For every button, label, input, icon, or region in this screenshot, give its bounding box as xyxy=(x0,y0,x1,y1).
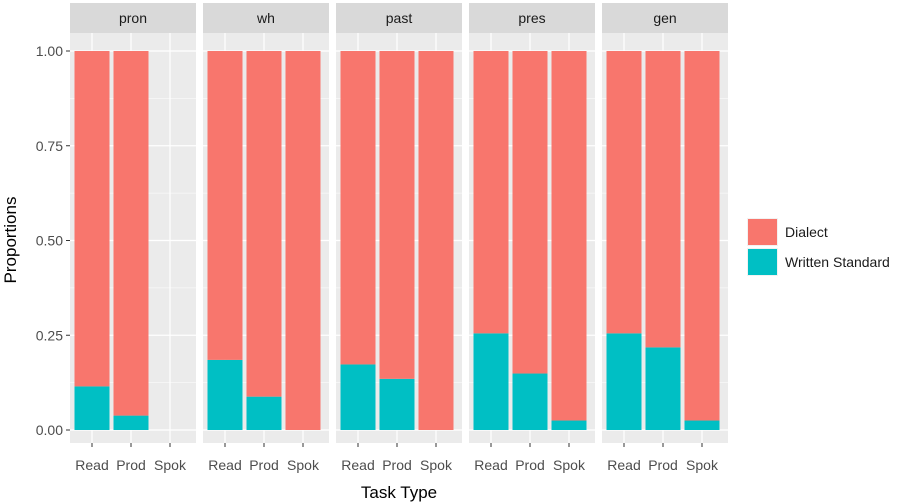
bar-dialect-pron-prod xyxy=(113,51,149,416)
bar-dialect-pres-read xyxy=(473,51,509,334)
facet-strip xyxy=(70,3,196,33)
bar-dialect-past-prod xyxy=(379,51,415,379)
x-tick-label: Prod xyxy=(648,457,678,473)
y-tick-label: 0.00 xyxy=(36,422,63,438)
bar-dialect-gen-prod xyxy=(645,51,681,348)
facet-panel-past: past Read Prod Spok xyxy=(336,3,462,473)
x-tick-label: Read xyxy=(75,457,108,473)
facet-label: gen xyxy=(653,10,676,26)
facet-label: wh xyxy=(256,10,275,26)
facet-panel-gen: gen Read Prod Spok xyxy=(602,3,728,473)
x-tick-label: Prod xyxy=(382,457,412,473)
y-tick-label: 1.00 xyxy=(36,43,63,59)
bar-written-standard-pres-spok xyxy=(551,420,587,430)
bar-dialect-gen-spok xyxy=(684,51,720,421)
bar-written-standard-pron-prod xyxy=(113,415,149,430)
legend: Dialect Written Standard xyxy=(747,218,890,276)
x-tick-label: Read xyxy=(474,457,507,473)
bar-dialect-pres-prod xyxy=(512,51,548,374)
legend-label: Written Standard xyxy=(785,254,890,270)
bar-written-standard-pres-prod xyxy=(512,373,548,430)
bar-written-standard-past-read xyxy=(340,364,376,430)
y-axis: 0.00 0.25 0.50 0.75 1.00 xyxy=(36,43,70,438)
facet-strip xyxy=(469,3,595,33)
bar-written-standard-wh-prod xyxy=(246,396,282,430)
facet-panel-wh: wh Read Prod Spok xyxy=(203,3,329,473)
legend-swatch xyxy=(748,249,777,275)
bar-dialect-past-spok xyxy=(418,51,454,430)
x-tick-label: Read xyxy=(208,457,241,473)
legend-swatch xyxy=(748,219,777,245)
x-tick-label: Prod xyxy=(515,457,545,473)
bar-written-standard-gen-read xyxy=(606,333,642,430)
y-tick-label: 0.50 xyxy=(36,233,63,249)
x-tick-label: Spok xyxy=(686,457,719,473)
legend-label: Dialect xyxy=(785,224,828,240)
y-axis-title: Proportions xyxy=(1,197,20,284)
facet-label: pron xyxy=(119,10,147,26)
x-tick-label: Spok xyxy=(154,457,187,473)
bar-written-standard-pron-read xyxy=(74,386,110,430)
bar-written-standard-wh-read xyxy=(207,359,243,430)
facet-panels: pron Read Prod Spok wh Read Prod Spok past Read Pr… xyxy=(70,3,728,473)
x-tick-label: Spok xyxy=(420,457,453,473)
facet-strip xyxy=(602,3,728,33)
facet-panel-pron: pron Read Prod Spok xyxy=(70,3,196,473)
facet-strip xyxy=(336,3,462,33)
facet-label: past xyxy=(386,10,413,26)
bar-dialect-wh-read xyxy=(207,51,243,360)
bar-written-standard-gen-prod xyxy=(645,347,681,430)
x-axis-title: Task Type xyxy=(361,483,437,502)
facet-label: pres xyxy=(518,10,545,26)
bar-dialect-pron-read xyxy=(74,51,110,387)
y-tick-label: 0.25 xyxy=(36,327,63,343)
y-tick-label: 0.75 xyxy=(36,138,63,154)
x-tick-label: Prod xyxy=(249,457,279,473)
bar-dialect-pres-spok xyxy=(551,51,587,421)
x-tick-label: Spok xyxy=(553,457,586,473)
x-tick-label: Prod xyxy=(116,457,146,473)
facet-panel-pres: pres Read Prod Spok xyxy=(469,3,595,473)
bar-dialect-wh-prod xyxy=(246,51,282,397)
bar-dialect-gen-read xyxy=(606,51,642,334)
bar-written-standard-gen-spok xyxy=(684,420,720,430)
bar-written-standard-pres-read xyxy=(473,333,509,430)
bar-dialect-wh-spok xyxy=(285,51,321,430)
x-tick-label: Read xyxy=(607,457,640,473)
bar-written-standard-past-prod xyxy=(379,378,415,430)
x-tick-label: Read xyxy=(341,457,374,473)
bar-dialect-past-read xyxy=(340,51,376,365)
facet-strip xyxy=(203,3,329,33)
x-tick-label: Spok xyxy=(287,457,320,473)
